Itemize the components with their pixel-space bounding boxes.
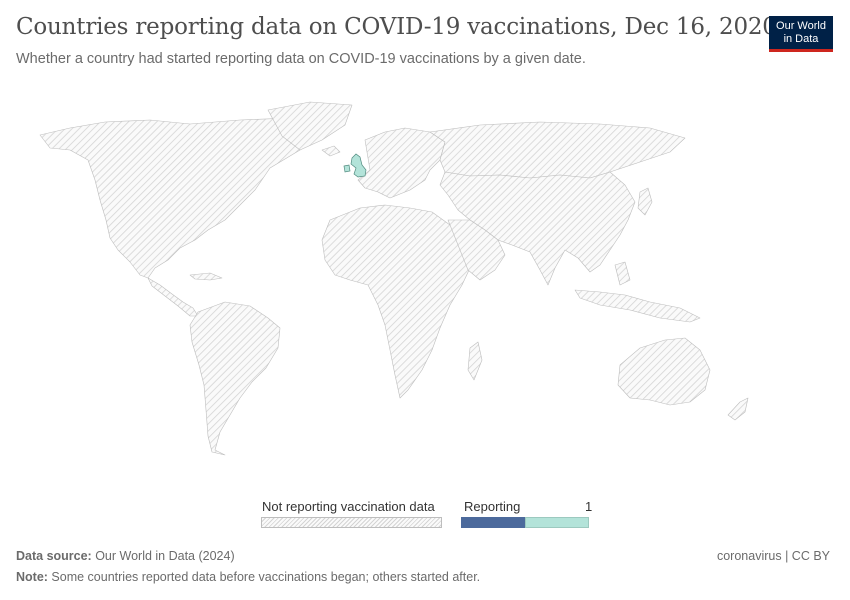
legend-no-data-swatch[interactable] (261, 517, 442, 528)
legend-reporting-high-swatch[interactable] (525, 517, 589, 528)
note-text: Some countries reported data before vacc… (47, 570, 481, 584)
footer-source: Data source: Our World in Data (2024) (16, 549, 235, 563)
region-australia[interactable] (617, 337, 711, 406)
region-africa[interactable] (321, 204, 471, 399)
region-russia[interactable] (429, 121, 686, 179)
region-japan[interactable] (637, 187, 653, 216)
region-new-zealand[interactable] (727, 397, 749, 421)
region-europe[interactable] (357, 127, 446, 199)
region-greenland[interactable] (267, 101, 353, 151)
region-madagascar[interactable] (467, 341, 483, 381)
legend-no-data-label: Not reporting vaccination data (262, 499, 435, 514)
legend-reporting-low-swatch[interactable] (461, 517, 525, 528)
owid-logo[interactable]: Our World in Data (769, 16, 833, 52)
chart-title: Countries reporting data on COVID-19 vac… (16, 14, 777, 40)
world-map (0, 80, 850, 480)
region-philippines[interactable] (614, 261, 631, 286)
legend-reporting-value: 1 (585, 499, 593, 514)
legend-reporting-label: Reporting (464, 499, 521, 514)
chart-subtitle: Whether a country had started reporting … (16, 51, 586, 67)
region-south-america[interactable] (189, 301, 281, 456)
region-central-america[interactable] (147, 277, 199, 317)
country-united-kingdom[interactable] (343, 153, 367, 178)
source-text[interactable]: Our World in Data (2024) (91, 549, 235, 563)
region-southeast-asia[interactable] (574, 289, 701, 323)
source-label: Data source: (16, 549, 92, 563)
logo-line-2: in Data (783, 33, 819, 45)
region-middle-east[interactable] (447, 219, 506, 281)
region-caribbean[interactable] (189, 272, 223, 281)
logo-line-1: Our World (776, 20, 826, 32)
footer-note: Note: Some countries reported data befor… (16, 570, 480, 584)
world-map-svg (39, 101, 749, 456)
region-north-america[interactable] (39, 117, 321, 279)
region-iceland[interactable] (321, 145, 341, 157)
map-legend: Not reporting vaccination data Reporting… (0, 498, 850, 538)
note-label: Note: (16, 570, 48, 584)
license-link[interactable]: coronavirus | CC BY (716, 549, 830, 563)
